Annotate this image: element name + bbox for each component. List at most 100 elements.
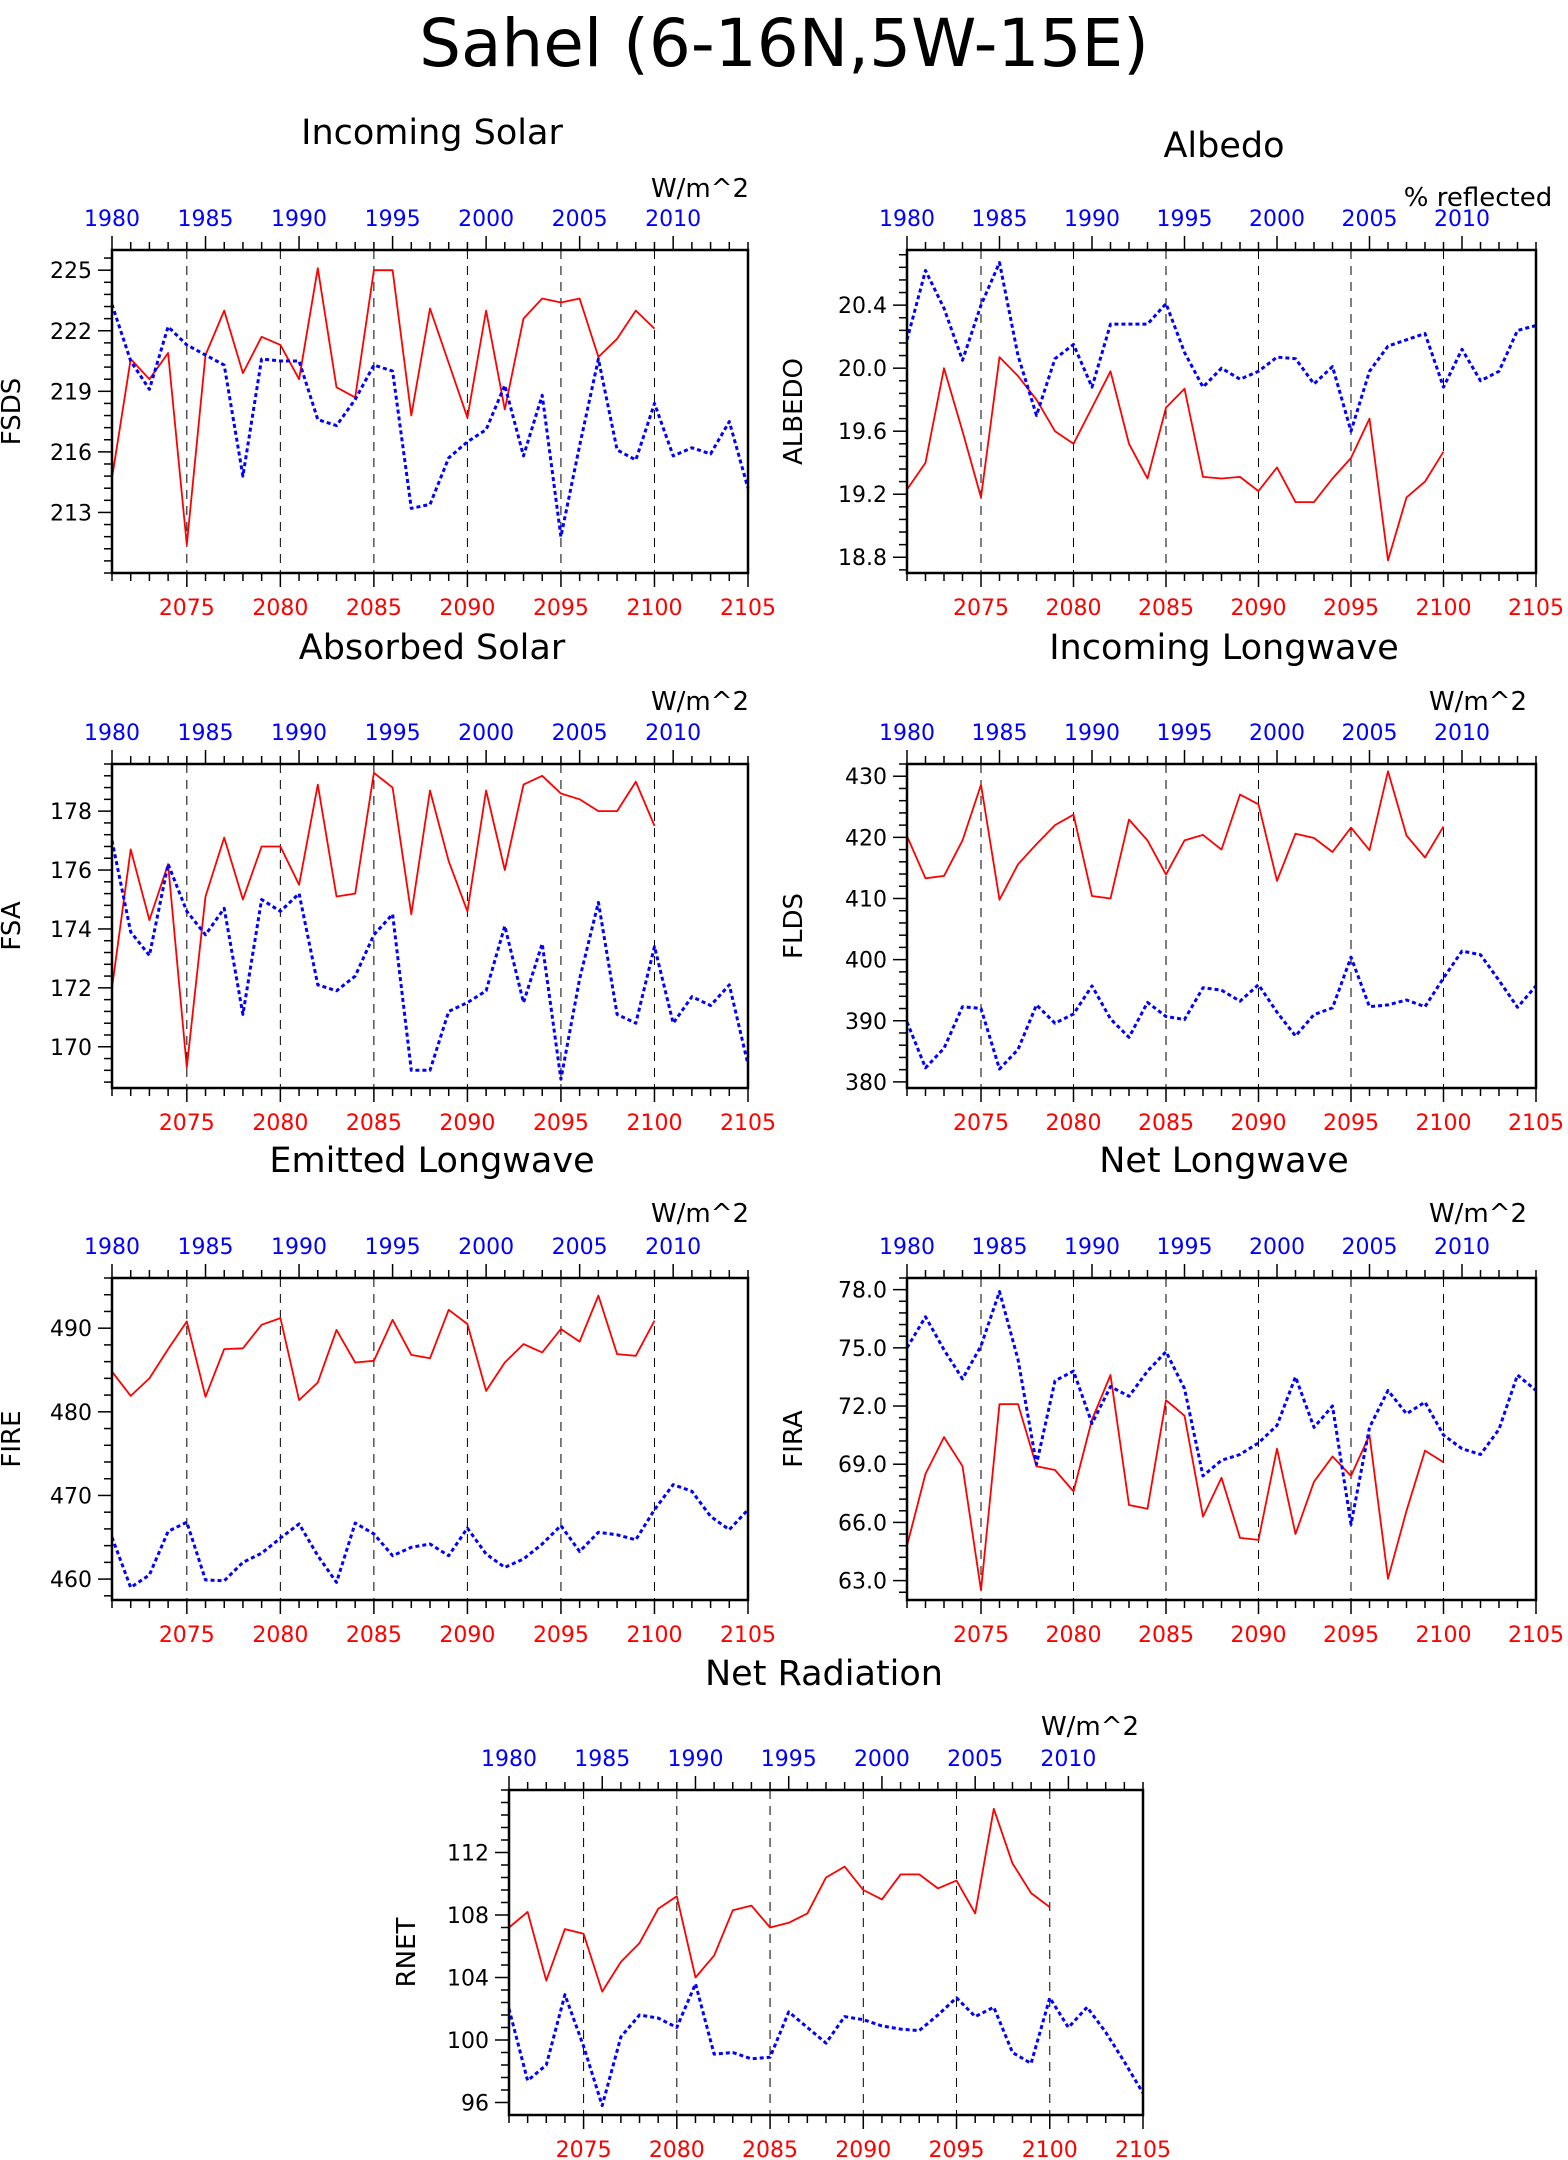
panel-title: Absorbed Solar [299,628,566,668]
x-top-tick-label: 1980 [879,721,935,746]
x-bottom-tick-label: 2085 [346,1623,402,1648]
x-top-tick-label: 2010 [645,1235,701,1260]
series-line-historical [110,304,750,539]
panel-fsds: Incoming Solar W/m^2 FSDS 2075 2080 2085 2090 2… [0,113,776,621]
series-line-historical [110,1483,750,1589]
units-label: W/m^2 [651,174,749,204]
x-bottom-tick-label: 2080 [1046,596,1102,621]
x-bottom-tick-label: 2095 [533,596,589,621]
figure-title: Sahel (6-16N,5W-15E) [419,5,1149,82]
y-tick-label: 420 [845,826,887,851]
panel-flds: Incoming Longwave W/m^2 FLDS 2075 2080 2085 20… [779,628,1564,1136]
plot-frame [905,248,1538,575]
x-top-tick-label: 1990 [271,721,327,746]
y-tick-label: 108 [447,1904,489,1929]
x-top-tick-label: 1995 [1157,207,1213,232]
series-line-historical [905,261,1537,433]
panel-title: Net Radiation [705,1654,943,1694]
y-tick-label: 213 [50,501,92,526]
x-bottom-tick-label: 2085 [1138,596,1194,621]
x-top-tick-label: 2010 [1434,207,1490,232]
y-tick-label: 69.0 [838,1453,887,1478]
panel-fira: Net Longwave W/m^2 FIRA 2075 2080 2085 2090 209… [779,1141,1564,1648]
y-axis-label: FSA [0,901,27,950]
x-top-tick-label: 1990 [1064,721,1120,746]
y-tick-label: 19.6 [838,420,887,445]
panel-rnet: Net Radiation W/m^2 RNET 2075 2080 2085 2090 20… [392,1654,1171,2160]
series-line-historical [110,840,750,1081]
x-top-tick-label: 1990 [271,207,327,232]
x-bottom-tick-label: 2100 [1416,1111,1472,1136]
x-bottom-tick-label: 2095 [1323,1111,1379,1136]
x-top-tick-label: 1990 [667,1747,723,1772]
x-bottom-tick-label: 2100 [626,1111,682,1136]
y-tick-label: 170 [50,1036,92,1061]
x-bottom-tick-label: 2090 [1231,1623,1287,1648]
x-bottom-tick-label: 2075 [953,1623,1009,1648]
units-label: W/m^2 [1429,687,1527,717]
x-top-tick-label: 1995 [365,207,421,232]
y-tick-label: 75.0 [838,1337,887,1362]
x-top-tick-label: 2010 [645,721,701,746]
x-top-tick-label: 1980 [879,207,935,232]
series-line-future [111,267,656,546]
x-bottom-tick-label: 2105 [1508,1111,1564,1136]
x-bottom-tick-label: 2100 [1416,1623,1472,1648]
y-tick-label: 222 [50,320,92,345]
x-bottom-tick-label: 2090 [1231,1111,1287,1136]
x-bottom-tick-label: 2100 [1022,2138,1078,2160]
x-bottom-tick-label: 2095 [533,1623,589,1648]
y-tick-label: 219 [50,380,92,405]
x-bottom-tick-label: 2075 [159,1111,215,1136]
panels: Incoming Solar W/m^2 FSDS 2075 2080 2085 2090 2… [0,113,1564,2160]
x-bottom-tick-label: 2075 [159,1623,215,1648]
units-label: W/m^2 [1429,1199,1527,1229]
x-bottom-tick-label: 2080 [252,1111,308,1136]
y-tick-label: 66.0 [838,1511,887,1536]
x-bottom-tick-label: 2090 [835,2138,891,2160]
x-top-tick-label: 2000 [1249,207,1305,232]
y-tick-label: 20.0 [838,357,887,382]
y-tick-label: 19.2 [838,483,887,508]
series-line-future [508,1807,1051,1993]
x-top-tick-label: 1980 [84,721,140,746]
units-label: W/m^2 [1041,1712,1139,1742]
x-bottom-tick-label: 2105 [720,1623,776,1648]
panel-fire: Emitted Longwave W/m^2 FIRE 2075 2080 2085 209… [0,1141,776,1648]
x-top-tick-label: 1980 [481,1747,537,1772]
y-axis-label: RNET [392,1917,422,1987]
y-tick-label: 18.8 [838,546,887,571]
panel-title: Albedo [1163,126,1284,166]
x-top-tick-label: 1985 [178,1235,234,1260]
x-top-tick-label: 2005 [552,721,608,746]
x-top-tick-label: 2000 [458,1235,514,1260]
y-tick-label: 216 [50,441,92,466]
x-bottom-tick-label: 2105 [1508,1623,1564,1648]
series-line-future [111,771,656,1069]
x-bottom-tick-label: 2095 [1323,596,1379,621]
y-tick-label: 112 [447,1842,489,1867]
x-top-tick-label: 2000 [458,721,514,746]
y-axis-label: FIRA [779,1410,809,1468]
x-bottom-tick-label: 2095 [1323,1623,1379,1648]
x-top-tick-label: 2005 [552,1235,608,1260]
y-tick-label: 176 [50,859,92,884]
x-top-tick-label: 2010 [645,207,701,232]
x-bottom-tick-label: 2090 [1231,596,1287,621]
y-tick-label: 96 [461,2092,489,2117]
y-tick-label: 380 [845,1071,887,1096]
x-bottom-tick-label: 2085 [346,596,402,621]
x-top-tick-label: 1985 [972,1235,1028,1260]
series-line-future [906,1374,1444,1592]
y-axis-label: FLDS [779,893,809,959]
x-top-tick-label: 1985 [178,207,234,232]
x-top-tick-label: 2010 [1434,1235,1490,1260]
y-axis-label: FIRE [0,1410,27,1467]
panel-title: Emitted Longwave [269,1141,594,1181]
x-top-tick-label: 1995 [1157,721,1213,746]
x-bottom-tick-label: 2100 [1416,596,1472,621]
y-tick-label: 20.4 [838,294,887,319]
x-top-tick-label: 1985 [972,721,1028,746]
x-top-tick-label: 2005 [1342,1235,1398,1260]
